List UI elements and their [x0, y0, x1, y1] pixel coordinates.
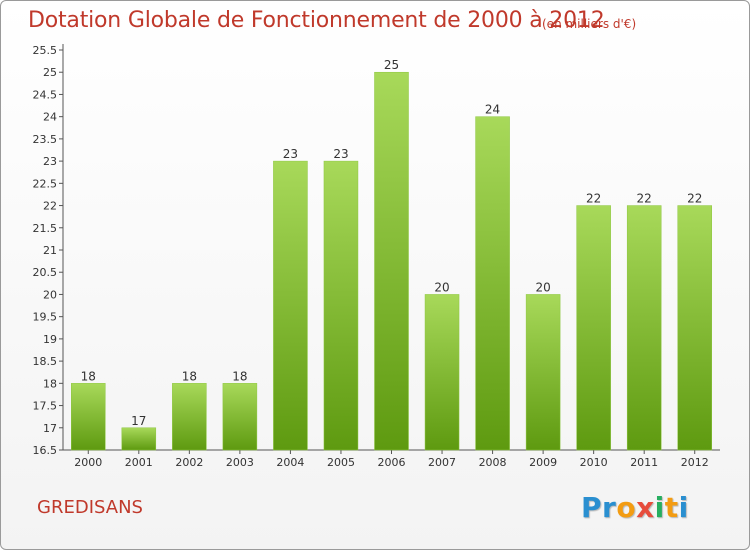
data-label: 23	[333, 147, 348, 161]
proxiti-logo: Proxiti	[581, 491, 689, 524]
data-label: 23	[283, 147, 298, 161]
bar	[71, 383, 106, 451]
bar	[374, 71, 409, 451]
data-label: 20	[434, 280, 449, 294]
data-label: 18	[81, 369, 96, 383]
y-tick-label: 17.5	[33, 400, 58, 413]
y-tick-label: 21.5	[33, 222, 58, 235]
data-label: 24	[485, 103, 500, 117]
x-tick-label: 2003	[226, 456, 254, 469]
logo-letter: o	[616, 491, 637, 524]
data-label: 22	[637, 192, 652, 206]
y-tick-label: 24	[43, 111, 57, 124]
data-label: 22	[687, 192, 702, 206]
bar	[121, 427, 157, 451]
logo-letter: t	[664, 491, 679, 524]
x-tick-label: 2012	[681, 456, 709, 469]
x-tick-label: 2009	[529, 456, 557, 469]
y-tick-label: 25.5	[33, 44, 58, 57]
bar	[273, 160, 308, 451]
data-label: 17	[131, 414, 146, 428]
x-tick-label: 2010	[580, 456, 608, 469]
bar	[525, 294, 561, 451]
x-tick-label: 2002	[175, 456, 203, 469]
x-tick-label: 2007	[428, 456, 456, 469]
y-tick-label: 20.5	[33, 266, 58, 279]
y-tick-label: 21	[43, 244, 57, 257]
bar	[424, 294, 460, 451]
data-label: 18	[182, 369, 197, 383]
logo-letter: x	[636, 491, 655, 524]
data-label: 18	[232, 369, 247, 383]
data-label: 25	[384, 58, 399, 72]
y-tick-label: 18	[43, 377, 57, 390]
x-tick-label: 2004	[276, 456, 304, 469]
x-tick-label: 2008	[479, 456, 507, 469]
bar	[323, 160, 359, 451]
axes: 16.5 17 17.5 18 18.5 19 19.5 20 20.5 21 21.5 22 22.5…	[33, 44, 720, 469]
y-tick-label: 22.5	[33, 177, 58, 190]
bar	[576, 205, 611, 451]
x-tick-label: 2011	[630, 456, 658, 469]
logo-letter: r	[602, 491, 617, 524]
logo-letter: i	[678, 491, 689, 524]
chart-subtitle: (en milliers d'€)	[542, 17, 637, 31]
chart-title: Dotation Globale de Fonctionnement de 20…	[28, 8, 605, 33]
commune-name: GREDISANS	[37, 497, 143, 518]
logo-letter: i	[654, 491, 665, 524]
y-tick-label: 17	[43, 422, 57, 435]
y-tick-label: 18.5	[33, 355, 58, 368]
bar	[475, 116, 510, 451]
y-tick-label: 24.5	[33, 88, 58, 101]
data-label: 20	[535, 280, 550, 294]
y-tick-label: 19	[43, 333, 57, 346]
x-tick-label: 2000	[74, 456, 102, 469]
y-tick-label: 19.5	[33, 311, 58, 324]
data-label: 22	[586, 192, 601, 206]
y-tick-label: 25	[43, 66, 57, 79]
bar	[677, 205, 712, 451]
y-tick-label: 20	[43, 288, 57, 301]
bar	[626, 205, 662, 451]
x-tick-label: 2006	[378, 456, 406, 469]
logo-letter: P	[581, 491, 603, 524]
x-tick-label: 2005	[327, 456, 355, 469]
bar	[172, 383, 207, 451]
bars	[71, 71, 712, 451]
data-labels: 18 17 18 18 23 23 25 20 24 20 22 22 22	[81, 58, 703, 428]
bar	[222, 383, 258, 451]
y-tick-label: 23.5	[33, 133, 58, 146]
y-tick-label: 23	[43, 155, 57, 168]
y-tick-label: 16.5	[33, 444, 58, 457]
y-tick-label: 22	[43, 200, 57, 213]
x-tick-label: 2001	[125, 456, 153, 469]
